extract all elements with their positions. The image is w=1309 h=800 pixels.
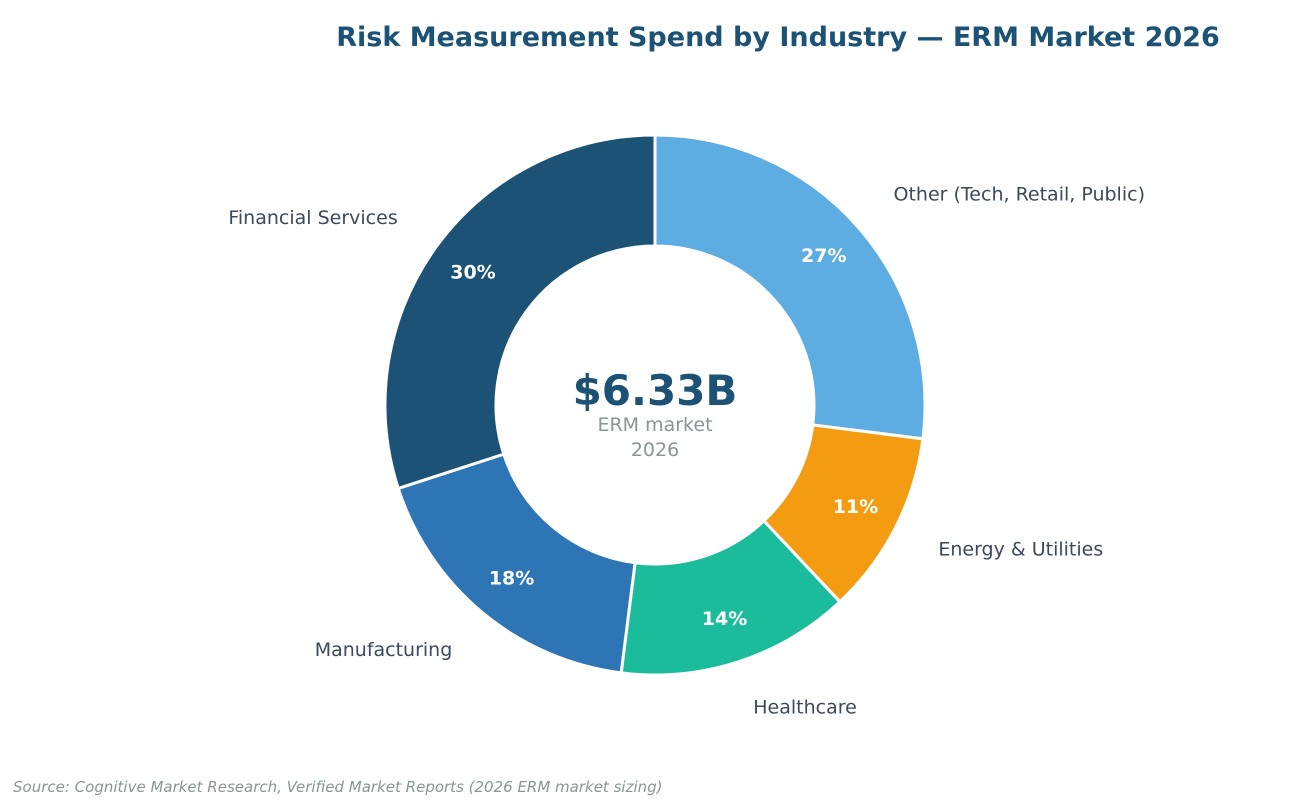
center-label-line-1: ERM market: [597, 414, 712, 436]
category-label-financial-services: Financial Services: [228, 207, 397, 229]
donut-slices: [383, 133, 927, 677]
center-label-line-2: 2026: [631, 439, 679, 461]
category-label-manufacturing: Manufacturing: [315, 639, 453, 661]
source-note: Source: Cognitive Market Research, Verif…: [13, 778, 663, 796]
category-label-other-tech-retail-public: Other (Tech, Retail, Public): [894, 184, 1145, 206]
pct-label-energy-utilities: 11%: [833, 496, 878, 518]
slice-financial-services: [383, 133, 657, 490]
slice-manufacturing: [396, 452, 637, 675]
pct-label-manufacturing: 18%: [489, 567, 534, 589]
center-total-value: $6.33B: [573, 366, 738, 415]
category-labels: Other (Tech, Retail, Public) Energy & Uti…: [228, 184, 1145, 719]
pct-label-healthcare: 14%: [702, 608, 747, 630]
pct-label-financial-services: 30%: [450, 262, 495, 284]
percentage-labels: 27% 11% 14% 18% 30%: [450, 245, 878, 630]
pct-label-other-tech-retail-public: 27%: [801, 245, 846, 267]
category-label-energy-utilities: Energy & Utilities: [938, 538, 1103, 560]
chart-title: Risk Measurement Spend by Industry — ERM…: [336, 22, 1220, 53]
slice-other-tech-retail-public: [653, 133, 927, 441]
category-label-healthcare: Healthcare: [753, 696, 857, 718]
